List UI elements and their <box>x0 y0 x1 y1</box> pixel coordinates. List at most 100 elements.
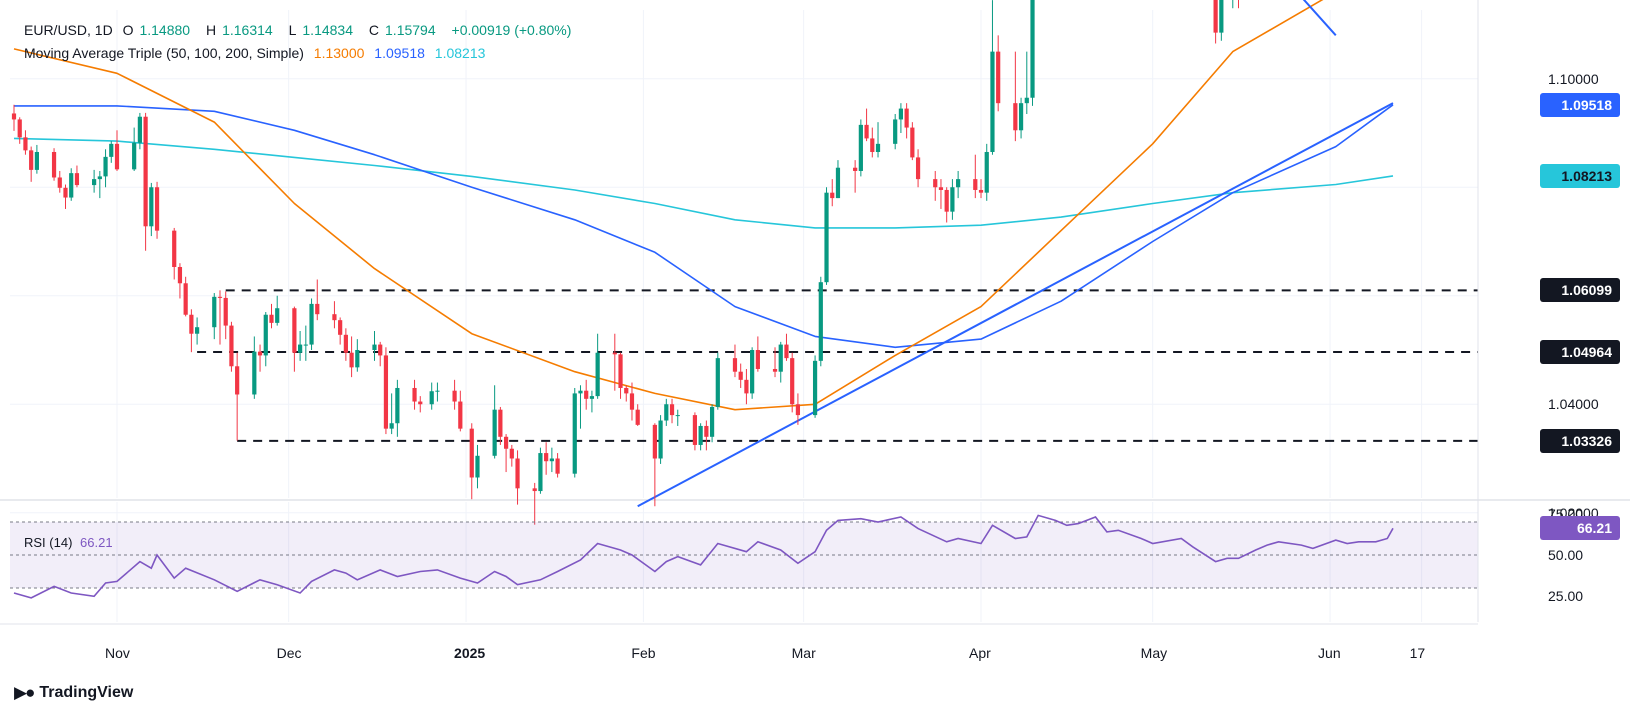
price-tick-label: 1.10000 <box>1548 70 1599 87</box>
candle <box>1213 0 1218 44</box>
candle-body <box>177 266 183 284</box>
candle-body <box>915 157 921 180</box>
ma200-value: 1.08213 <box>434 45 486 61</box>
candle <box>189 309 194 353</box>
time-tick-label: Apr <box>969 645 991 661</box>
candle-body <box>996 51 1001 104</box>
candle <box>74 165 80 188</box>
candle-body <box>183 283 188 315</box>
axes <box>0 0 1479 625</box>
candle-body <box>750 350 755 394</box>
candle <box>864 108 869 142</box>
rsi-header: RSI (14) 66.21 <box>24 535 113 550</box>
candle <box>538 447 543 494</box>
candle <box>532 482 537 525</box>
candle-body <box>292 308 297 353</box>
candle-body <box>252 351 257 395</box>
price-label: 1.06099 <box>1540 278 1620 303</box>
candle-body <box>692 415 698 445</box>
candle-body <box>154 187 160 231</box>
candle <box>418 396 423 413</box>
time-tick-label: Mar <box>791 645 816 661</box>
high-value: 1.16314 <box>222 22 273 38</box>
candle-body <box>235 366 240 395</box>
candle <box>235 352 240 441</box>
symbol-header: EUR/USD, 1D O 1.14880 H 1.16314 L 1.14834 C… <box>24 22 572 38</box>
candle-body <box>893 119 898 144</box>
candle-body <box>1024 97 1029 104</box>
price-label: 1.08213 <box>1540 163 1620 188</box>
candle <box>755 336 760 372</box>
candle-body <box>612 352 617 355</box>
candle-body <box>1219 0 1224 33</box>
candle <box>338 317 343 345</box>
rsi-pane <box>10 514 1478 599</box>
candle-body <box>383 355 389 429</box>
candle <box>1219 0 1224 41</box>
candle <box>978 179 984 199</box>
candle-body <box>709 406 715 437</box>
candle <box>229 321 234 372</box>
candle <box>875 122 881 158</box>
candle <box>435 382 440 402</box>
candle <box>475 444 480 489</box>
candle <box>378 341 383 367</box>
rsi-value: 66.21 <box>80 535 113 550</box>
candle <box>830 179 835 207</box>
candle-body <box>34 151 39 170</box>
candle-body <box>257 351 263 356</box>
candle <box>618 352 623 399</box>
time-tick-label: Dec <box>276 645 302 661</box>
price-label: 1.04964 <box>1540 339 1620 364</box>
candle <box>69 168 74 201</box>
candle <box>578 385 583 429</box>
change-value: +0.00919 (+0.80%) <box>451 22 572 38</box>
candle <box>149 182 154 237</box>
candle-body <box>172 230 177 267</box>
candle <box>1018 97 1024 139</box>
candle <box>309 298 314 350</box>
candle-body <box>51 151 57 178</box>
time-tick-label: Feb <box>631 645 656 661</box>
candle-body <box>898 108 904 120</box>
candle <box>910 122 915 161</box>
price-label: 1.03326 <box>1540 428 1620 453</box>
candle-body <box>835 167 841 199</box>
candle <box>252 336 257 399</box>
indicator-title: Moving Average Triple (50, 100, 200, Sim… <box>24 45 304 61</box>
candle <box>595 333 600 399</box>
candle-body <box>812 360 818 416</box>
candle-body <box>469 428 474 478</box>
candle <box>195 317 200 345</box>
candle-body <box>984 151 989 193</box>
candle <box>732 344 738 378</box>
candle <box>549 447 554 473</box>
candle-body <box>189 314 194 334</box>
candle-body <box>509 448 514 459</box>
candle-body <box>824 192 829 283</box>
candle <box>343 328 348 361</box>
candle <box>744 368 749 405</box>
candle <box>933 170 938 201</box>
candle <box>498 406 503 445</box>
candle <box>652 423 657 507</box>
tradingview-logo[interactable]: ▶● TradingView <box>14 683 133 703</box>
candle <box>996 35 1001 112</box>
candle-body <box>618 354 623 388</box>
candle <box>114 130 120 171</box>
candle <box>818 276 823 367</box>
symbol-title: EUR/USD, 1D <box>24 22 113 38</box>
candle-body <box>790 358 795 405</box>
candle <box>509 444 514 467</box>
candle-body <box>498 409 503 437</box>
candle-body <box>269 314 274 323</box>
candle-body <box>818 282 823 361</box>
candle-body <box>938 187 944 190</box>
candle-body <box>195 327 200 334</box>
candle <box>269 303 274 329</box>
candle-body <box>858 124 863 171</box>
ma100-line <box>14 104 1394 349</box>
candle <box>11 104 17 131</box>
candle-body <box>1030 0 1035 98</box>
